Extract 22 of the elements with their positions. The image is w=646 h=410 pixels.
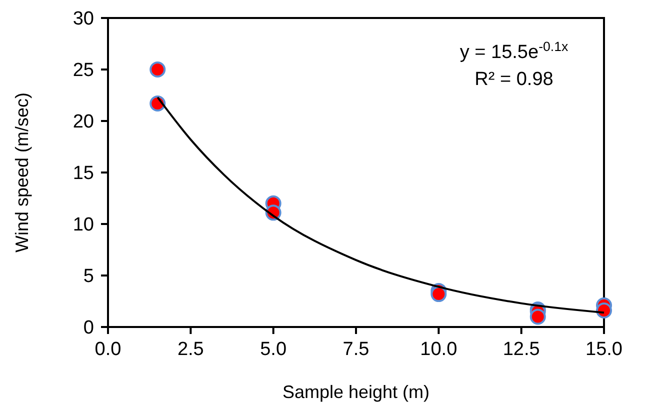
x-axis-title: Sample height (m) <box>282 382 430 402</box>
x-tick-label: 15.0 <box>586 339 622 360</box>
x-tick-label: 10.0 <box>420 339 458 360</box>
x-tick-label: 0.0 <box>94 339 122 360</box>
y-tick-label: 10 <box>72 214 94 236</box>
point <box>430 286 447 302</box>
point <box>530 308 546 325</box>
y-axis-title: Wind speed (m/sec) <box>12 92 32 253</box>
y-tick-label: 0 <box>83 318 94 339</box>
point <box>150 62 166 78</box>
annotation: y = 15.5e$^{-0.1x}$ <box>460 38 568 63</box>
point <box>596 302 612 319</box>
y-tick-label: 5 <box>83 266 94 288</box>
y-tick-label: 15 <box>72 163 94 184</box>
annotation: R² = 0.98 <box>474 69 554 90</box>
x-tick-label: 5.0 <box>260 339 287 360</box>
x-tick-label: 2.5 <box>177 339 204 360</box>
x-tick-label: 12.5 <box>502 339 540 360</box>
x-tick-label: 7.5 <box>342 339 370 360</box>
y-tick-label: 20 <box>72 112 94 133</box>
y-tick-label: 25 <box>72 60 94 82</box>
y-tick-label: 30 <box>72 8 94 30</box>
